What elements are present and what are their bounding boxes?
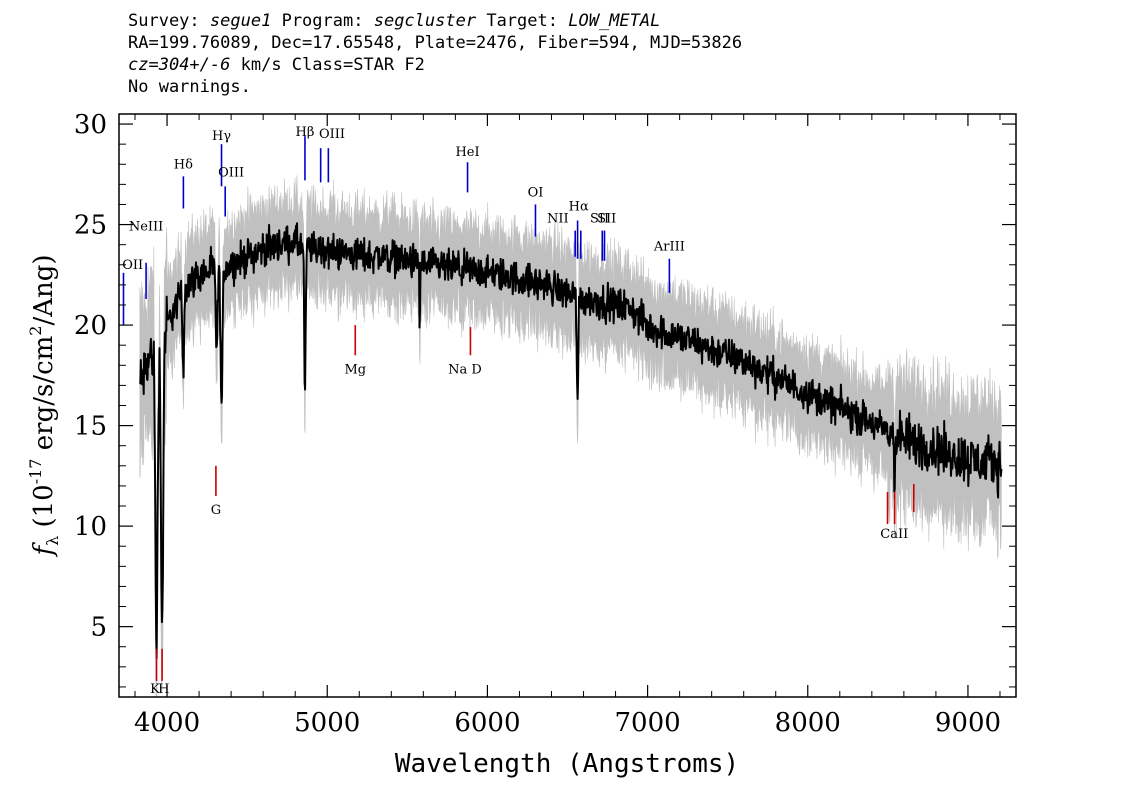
x-tick-label: 7000 <box>615 708 681 738</box>
header-line-redshift: cz=304+/-6 km/s Class=STAR F2 <box>128 55 425 75</box>
emission-label-oiii: OIII <box>218 165 244 180</box>
error-band <box>139 175 1002 697</box>
x-tick-label: 5000 <box>294 708 360 738</box>
emission-label-hγ: Hγ <box>212 129 231 144</box>
emission-label-hβ: Hβ <box>296 125 315 140</box>
emission-label-oi: OI <box>528 185 544 200</box>
y-tick-label: 15 <box>74 412 107 442</box>
emission-label-neiii: NeIII <box>129 220 163 235</box>
header-line-survey: Survey: segue1 Program: segcluster Targe… <box>128 11 661 31</box>
emission-label-sii: SII <box>590 212 609 227</box>
spectrum-header: Survey: segue1 Program: segcluster Targe… <box>128 10 742 98</box>
error-band-area <box>139 175 1002 697</box>
survey-name: segue1 <box>209 11 272 31</box>
emission-label-hei: HeI <box>455 145 479 160</box>
cz-value: 304+/-6 <box>158 55 231 75</box>
y-tick-label: 10 <box>74 512 107 542</box>
emission-label-oii: OII <box>122 258 143 273</box>
header-line-warnings: No warnings. <box>128 77 251 97</box>
absorption-label-mg: Mg <box>344 362 366 377</box>
x-axis-label: Wavelength (Angstroms) <box>395 749 739 779</box>
absorption-label-na-d: Na D <box>448 362 482 377</box>
absorption-label-h: H <box>158 682 169 697</box>
flux-series <box>138 222 1003 660</box>
absorption-label-g: G <box>211 503 221 518</box>
axis-ticks: 4000 5000 6000 7000 8000 9000 5 10 15 20 25 30 <box>74 110 1016 738</box>
svg-text:fλ (10-17 erg/s/cm2/Ang): fλ (10-17 erg/s/cm2/Ang) <box>26 254 62 557</box>
flux-line <box>138 222 1003 660</box>
x-tick-label: 9000 <box>935 708 1001 738</box>
x-tick-label: 8000 <box>775 708 841 738</box>
y-tick-label: 20 <box>74 311 107 341</box>
y-axis-label: fλ (10-17 erg/s/cm2/Ang) <box>26 254 62 557</box>
program-name: segcluster <box>373 11 477 31</box>
absorption-label-k: K <box>150 682 160 697</box>
emission-label-ariii: ArIII <box>653 240 685 255</box>
target-name: LOW_METAL <box>568 11 661 31</box>
absorption-label-caii: CaII <box>880 527 908 542</box>
emission-label-hα: Hα <box>569 199 589 214</box>
header-line-coordinates: RA=199.76089, Dec=17.65548, Plate=2476, … <box>128 33 743 53</box>
y-tick-label: 25 <box>74 211 107 241</box>
emission-label-nii: NII <box>547 212 569 227</box>
y-tick-label: 30 <box>74 110 107 140</box>
emission-label-sii: SII <box>597 212 616 227</box>
x-tick-label: 6000 <box>454 708 520 738</box>
emission-label-oiii: OIII <box>319 127 345 142</box>
x-tick-label: 4000 <box>134 708 200 738</box>
emission-label-hδ: Hδ <box>174 157 193 172</box>
y-tick-label: 5 <box>90 613 107 643</box>
